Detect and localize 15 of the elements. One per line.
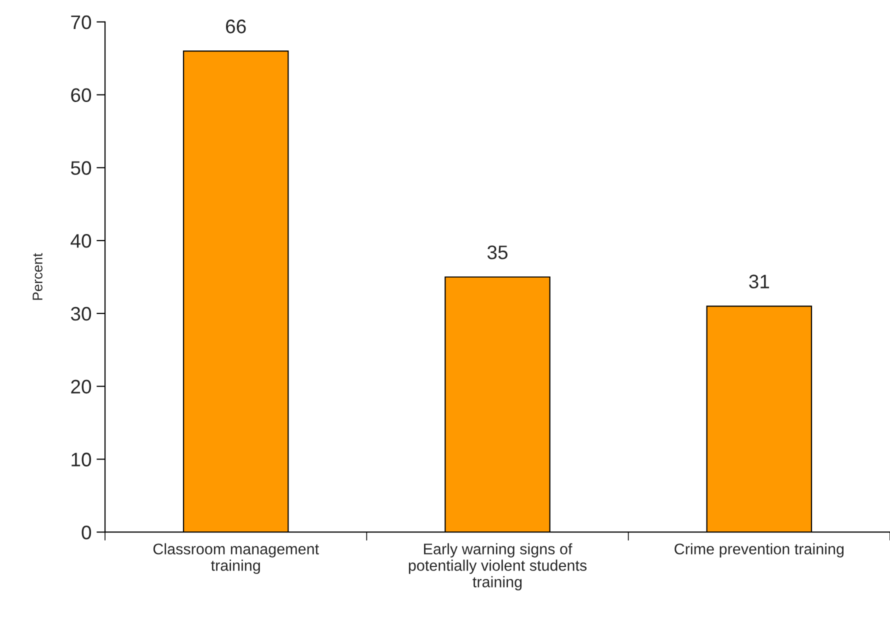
y-tick-label: 30 <box>70 306 92 321</box>
y-tick-label: 60 <box>71 88 92 102</box>
x-tick-label: Early warning signs of potentially violent students training <box>408 543 587 590</box>
y-tick-label: 50 <box>70 161 92 175</box>
y-tick-label: 20 <box>71 380 92 394</box>
y-tick-label: 70 <box>71 15 92 30</box>
y-tick-label: 40 <box>70 234 92 248</box>
y-tick-label: 0 <box>82 526 92 540</box>
x-tick-label: Crime prevention training <box>674 543 844 558</box>
data-label: 35 <box>487 246 508 260</box>
y-axis-title: Percent <box>32 253 42 300</box>
x-tick-label: Classroom management training <box>153 543 319 574</box>
y-tick-label: 10 <box>72 452 92 466</box>
data-label: 66 <box>226 20 246 34</box>
data-label: 31 <box>749 274 770 288</box>
